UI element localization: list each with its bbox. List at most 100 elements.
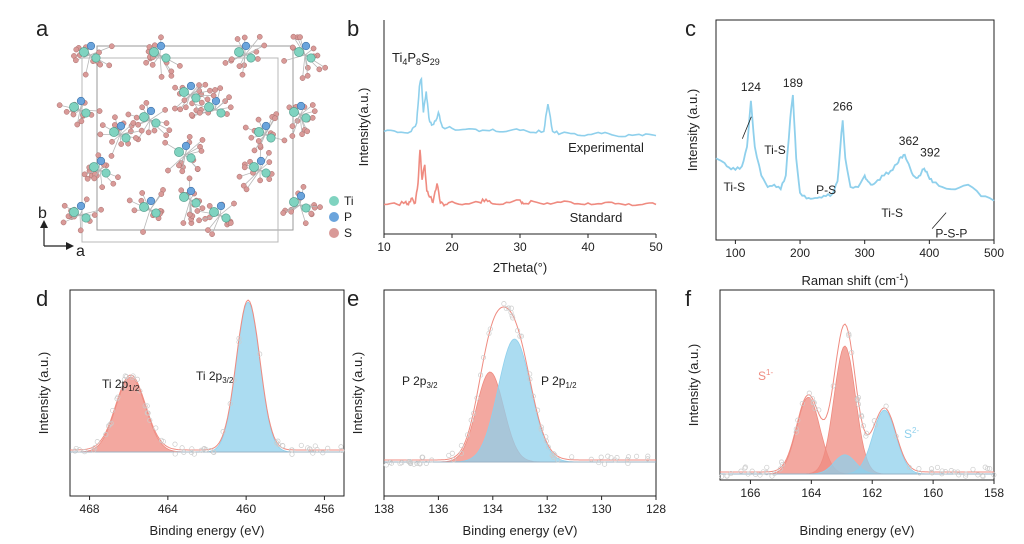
raw-data-point xyxy=(423,460,429,466)
atom-s xyxy=(138,127,145,134)
raw-data-point xyxy=(764,470,770,476)
raw-data-point xyxy=(929,469,935,475)
bond xyxy=(167,154,186,171)
x-tick-label: 460 xyxy=(236,502,256,516)
raw-data-point xyxy=(527,376,533,382)
bond xyxy=(302,54,306,79)
raw-data-point xyxy=(480,354,487,361)
atom-s xyxy=(299,75,306,81)
atom-cluster xyxy=(126,187,166,235)
atom-s xyxy=(198,148,205,154)
raw-data-point xyxy=(236,335,242,341)
atom-s xyxy=(226,94,232,101)
atom-s xyxy=(212,87,218,93)
raw-data-point xyxy=(310,450,316,456)
atom-s xyxy=(146,44,153,50)
atom-ti xyxy=(246,53,256,63)
atom-s xyxy=(97,131,104,138)
x-tick-label: 164 xyxy=(801,486,821,500)
atom-s xyxy=(140,229,146,235)
atom-s xyxy=(143,59,149,66)
atom-ti xyxy=(179,87,189,97)
raw-data-point xyxy=(115,394,121,400)
raw-data-point xyxy=(307,446,313,452)
raw-data-point xyxy=(211,449,217,455)
atom-p xyxy=(146,196,156,206)
atom-ti xyxy=(109,127,119,137)
atom-s xyxy=(97,61,104,68)
peak-label: Ti 2p3/2 xyxy=(196,369,234,385)
atom-cluster xyxy=(242,111,288,154)
atom-s xyxy=(297,34,303,40)
raw-data-point xyxy=(614,455,620,461)
plot-frame xyxy=(715,19,995,241)
raw-data-point xyxy=(749,468,755,474)
atom-s xyxy=(151,127,158,134)
peak-assignment-label: Ti-S xyxy=(724,180,746,194)
atom-s xyxy=(126,197,133,204)
raw-data-point xyxy=(108,420,114,426)
atom-ti xyxy=(179,192,189,202)
bond xyxy=(283,204,301,214)
x-axis-label: 2Theta(°) xyxy=(493,260,547,275)
atom-p xyxy=(296,101,306,111)
raw-data-point xyxy=(975,472,981,478)
atom-s xyxy=(172,84,178,91)
bond xyxy=(99,169,103,188)
x-tick-label: 136 xyxy=(428,502,448,516)
atom-s xyxy=(194,208,201,214)
raw-data-point xyxy=(719,473,725,480)
atom-p xyxy=(211,96,221,106)
atom-p xyxy=(256,156,266,166)
atom-cluster xyxy=(162,134,206,175)
raw-data-point xyxy=(120,385,126,391)
raw-data-point xyxy=(105,423,112,429)
atom-s xyxy=(95,152,102,159)
raw-data-point xyxy=(107,421,113,428)
x-tick-label: 300 xyxy=(855,246,875,260)
legend-s-label: S xyxy=(344,226,352,240)
atom-ti xyxy=(151,208,161,218)
atom-ti xyxy=(81,213,91,223)
atom-s xyxy=(179,168,186,175)
raw-data-point xyxy=(147,417,153,423)
atom-ti xyxy=(149,47,159,57)
atom-s xyxy=(204,96,211,103)
bond xyxy=(211,214,221,235)
atom-s xyxy=(266,149,272,156)
atom-s xyxy=(310,45,317,52)
atom-s xyxy=(163,132,169,139)
raw-data-point xyxy=(503,305,509,312)
atom-s xyxy=(186,211,193,218)
atom-s xyxy=(194,165,201,172)
atom-s xyxy=(304,128,311,135)
atom-s xyxy=(199,137,206,143)
bond xyxy=(219,203,235,216)
atom-s xyxy=(302,220,309,227)
x-tick-label: 30 xyxy=(513,240,527,254)
atom-p xyxy=(76,201,86,211)
axis-indicator-a: a xyxy=(76,243,85,260)
atom-ti xyxy=(79,47,89,57)
bond xyxy=(292,114,301,137)
atom-s xyxy=(234,36,241,42)
raw-data-point xyxy=(863,430,870,436)
raw-data-point xyxy=(411,461,417,467)
atom-p xyxy=(146,106,156,116)
atom-s xyxy=(222,60,229,66)
atom-s xyxy=(158,74,165,80)
atom-s xyxy=(311,204,318,211)
atom-ti xyxy=(69,102,79,112)
raw-data-point xyxy=(625,454,632,460)
atom-s xyxy=(99,184,106,191)
atom-p xyxy=(186,81,196,91)
raw-data-point xyxy=(916,466,922,472)
atom-p xyxy=(296,191,306,201)
raw-data-point xyxy=(188,449,195,455)
x-tick-label: 40 xyxy=(581,240,595,254)
raw-data-point xyxy=(873,422,879,428)
atom-cluster xyxy=(286,101,318,139)
panel-label-c: c xyxy=(685,16,696,41)
atom-p xyxy=(96,156,106,166)
atom-s xyxy=(255,116,262,123)
